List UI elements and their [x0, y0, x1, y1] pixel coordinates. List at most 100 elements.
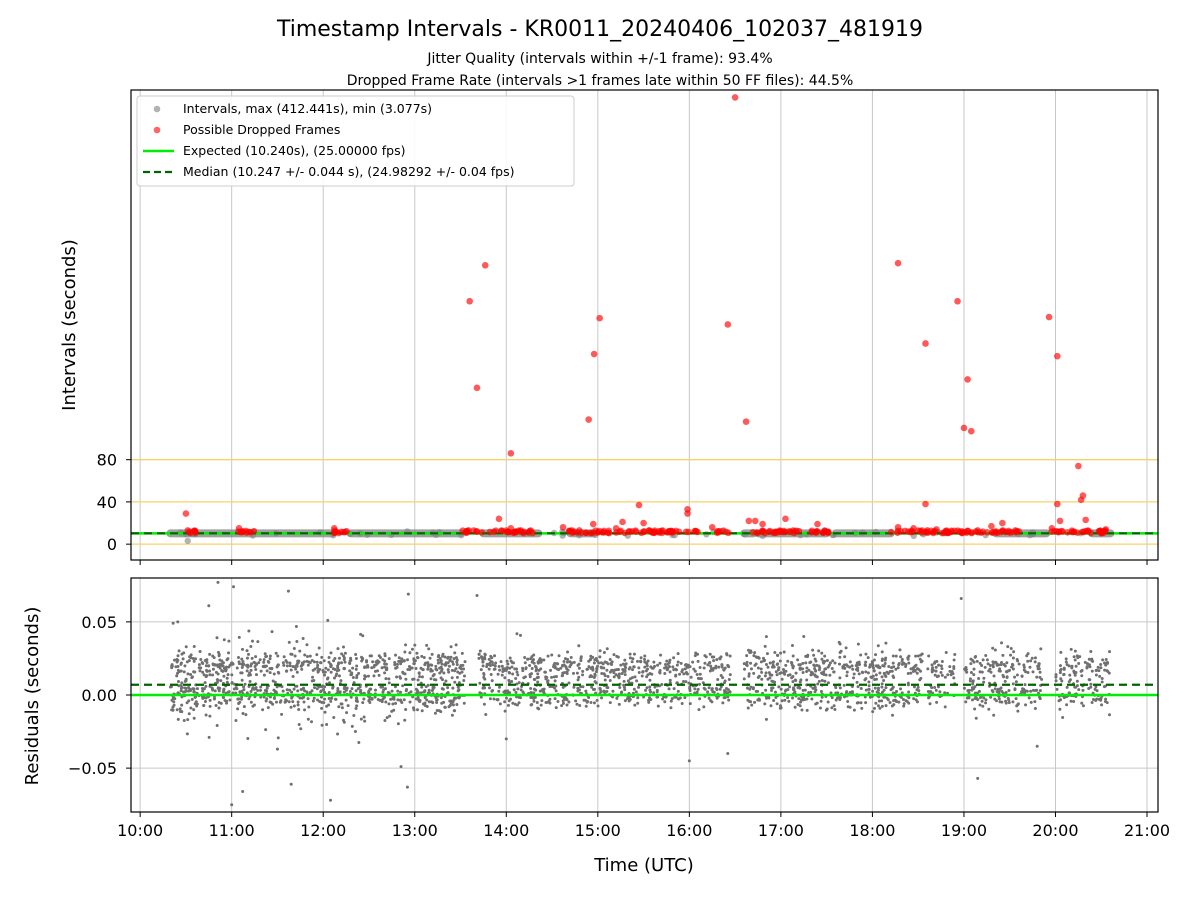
residual-point — [671, 665, 675, 669]
residual-point — [194, 700, 198, 704]
residual-point — [192, 690, 196, 694]
residual-point — [845, 690, 849, 694]
residual-point — [716, 677, 720, 681]
residual-point — [624, 662, 628, 666]
residual-point — [481, 660, 485, 664]
chart-title: Timestamp Intervals - KR0011_20240406_10… — [276, 17, 923, 42]
residual-point — [1094, 673, 1098, 677]
residual-point — [553, 697, 557, 701]
residual-point — [403, 672, 407, 676]
residual-point — [462, 701, 466, 705]
residual-point — [505, 659, 509, 663]
residual-point — [340, 706, 344, 710]
residual-point — [291, 700, 295, 704]
residual-point — [868, 663, 872, 667]
residual-point — [669, 699, 673, 703]
residual-point — [399, 765, 403, 769]
residual-point — [1090, 701, 1094, 705]
residual-point — [405, 785, 409, 789]
residual-point — [184, 677, 188, 681]
residual-point — [342, 690, 346, 694]
residual-point — [565, 660, 569, 664]
residual-point — [275, 747, 279, 751]
residual-point — [292, 704, 296, 708]
residual-point — [680, 701, 684, 705]
residual-point — [608, 657, 612, 661]
residual-point — [648, 688, 652, 692]
residual-point — [824, 667, 828, 671]
residual-point — [708, 669, 712, 673]
residual-point — [256, 640, 260, 644]
residual-point — [747, 674, 751, 678]
residual-point — [319, 661, 323, 665]
residual-point — [243, 682, 247, 686]
residual-point — [587, 659, 591, 663]
residual-point — [874, 673, 878, 677]
residual-point — [583, 698, 587, 702]
residual-point — [226, 673, 230, 677]
residual-point — [933, 685, 937, 689]
residual-point — [446, 661, 450, 665]
residual-point — [413, 643, 417, 647]
residual-point — [809, 670, 813, 674]
residual-point — [891, 674, 895, 678]
residual-point — [355, 697, 359, 701]
residual-point — [848, 660, 852, 664]
residual-point — [192, 659, 196, 663]
residual-point — [295, 664, 299, 668]
residual-point — [454, 643, 458, 647]
intervals-y-axis-label: Intervals (seconds) — [59, 239, 80, 411]
residual-point — [521, 666, 525, 670]
dropped-frame-point — [574, 529, 582, 536]
residual-point — [204, 664, 208, 668]
residual-point — [452, 657, 456, 661]
residual-point — [1038, 675, 1042, 679]
dropped-frame-point — [520, 528, 528, 536]
residual-point — [217, 653, 221, 657]
residual-point — [1033, 688, 1037, 692]
residual-point — [728, 673, 732, 677]
residual-point — [403, 718, 407, 722]
residual-point — [1080, 674, 1084, 678]
residual-point — [232, 687, 236, 691]
residual-point — [726, 752, 730, 755]
residual-point — [776, 668, 780, 672]
residual-point — [676, 652, 680, 656]
residual-point — [575, 702, 579, 706]
residual-point — [698, 682, 702, 686]
residual-point — [482, 675, 486, 679]
residual-point — [1073, 673, 1077, 677]
residual-point — [666, 662, 670, 666]
residual-point — [399, 699, 403, 703]
residual-point — [859, 701, 863, 705]
residual-point — [417, 671, 421, 675]
residual-point — [888, 701, 892, 705]
residual-point — [1089, 649, 1093, 653]
residual-point — [1033, 660, 1037, 664]
residual-point — [415, 651, 419, 655]
residual-point — [498, 702, 502, 706]
residual-point — [871, 663, 875, 667]
residual-point — [453, 680, 457, 684]
residual-point — [230, 803, 234, 807]
residual-point — [804, 661, 808, 665]
residual-point — [479, 695, 483, 699]
residual-point — [592, 661, 596, 665]
residual-point — [380, 666, 384, 670]
residual-point — [823, 679, 827, 683]
residual-point — [535, 701, 539, 705]
chart-subtitle-dropped: Dropped Frame Rate (intervals >1 frames … — [347, 73, 854, 89]
residual-point — [616, 674, 620, 678]
residual-point — [440, 662, 444, 666]
residual-point — [339, 679, 343, 683]
residual-point — [310, 720, 314, 724]
residual-point — [404, 707, 408, 711]
residual-point — [570, 661, 574, 665]
residual-point — [383, 671, 387, 675]
residual-point — [350, 672, 354, 676]
residual-point — [186, 672, 190, 676]
residual-point — [833, 707, 837, 711]
dropped-frame-point — [593, 529, 601, 536]
residual-point — [418, 675, 422, 679]
dropped-frame-point — [1087, 529, 1095, 537]
